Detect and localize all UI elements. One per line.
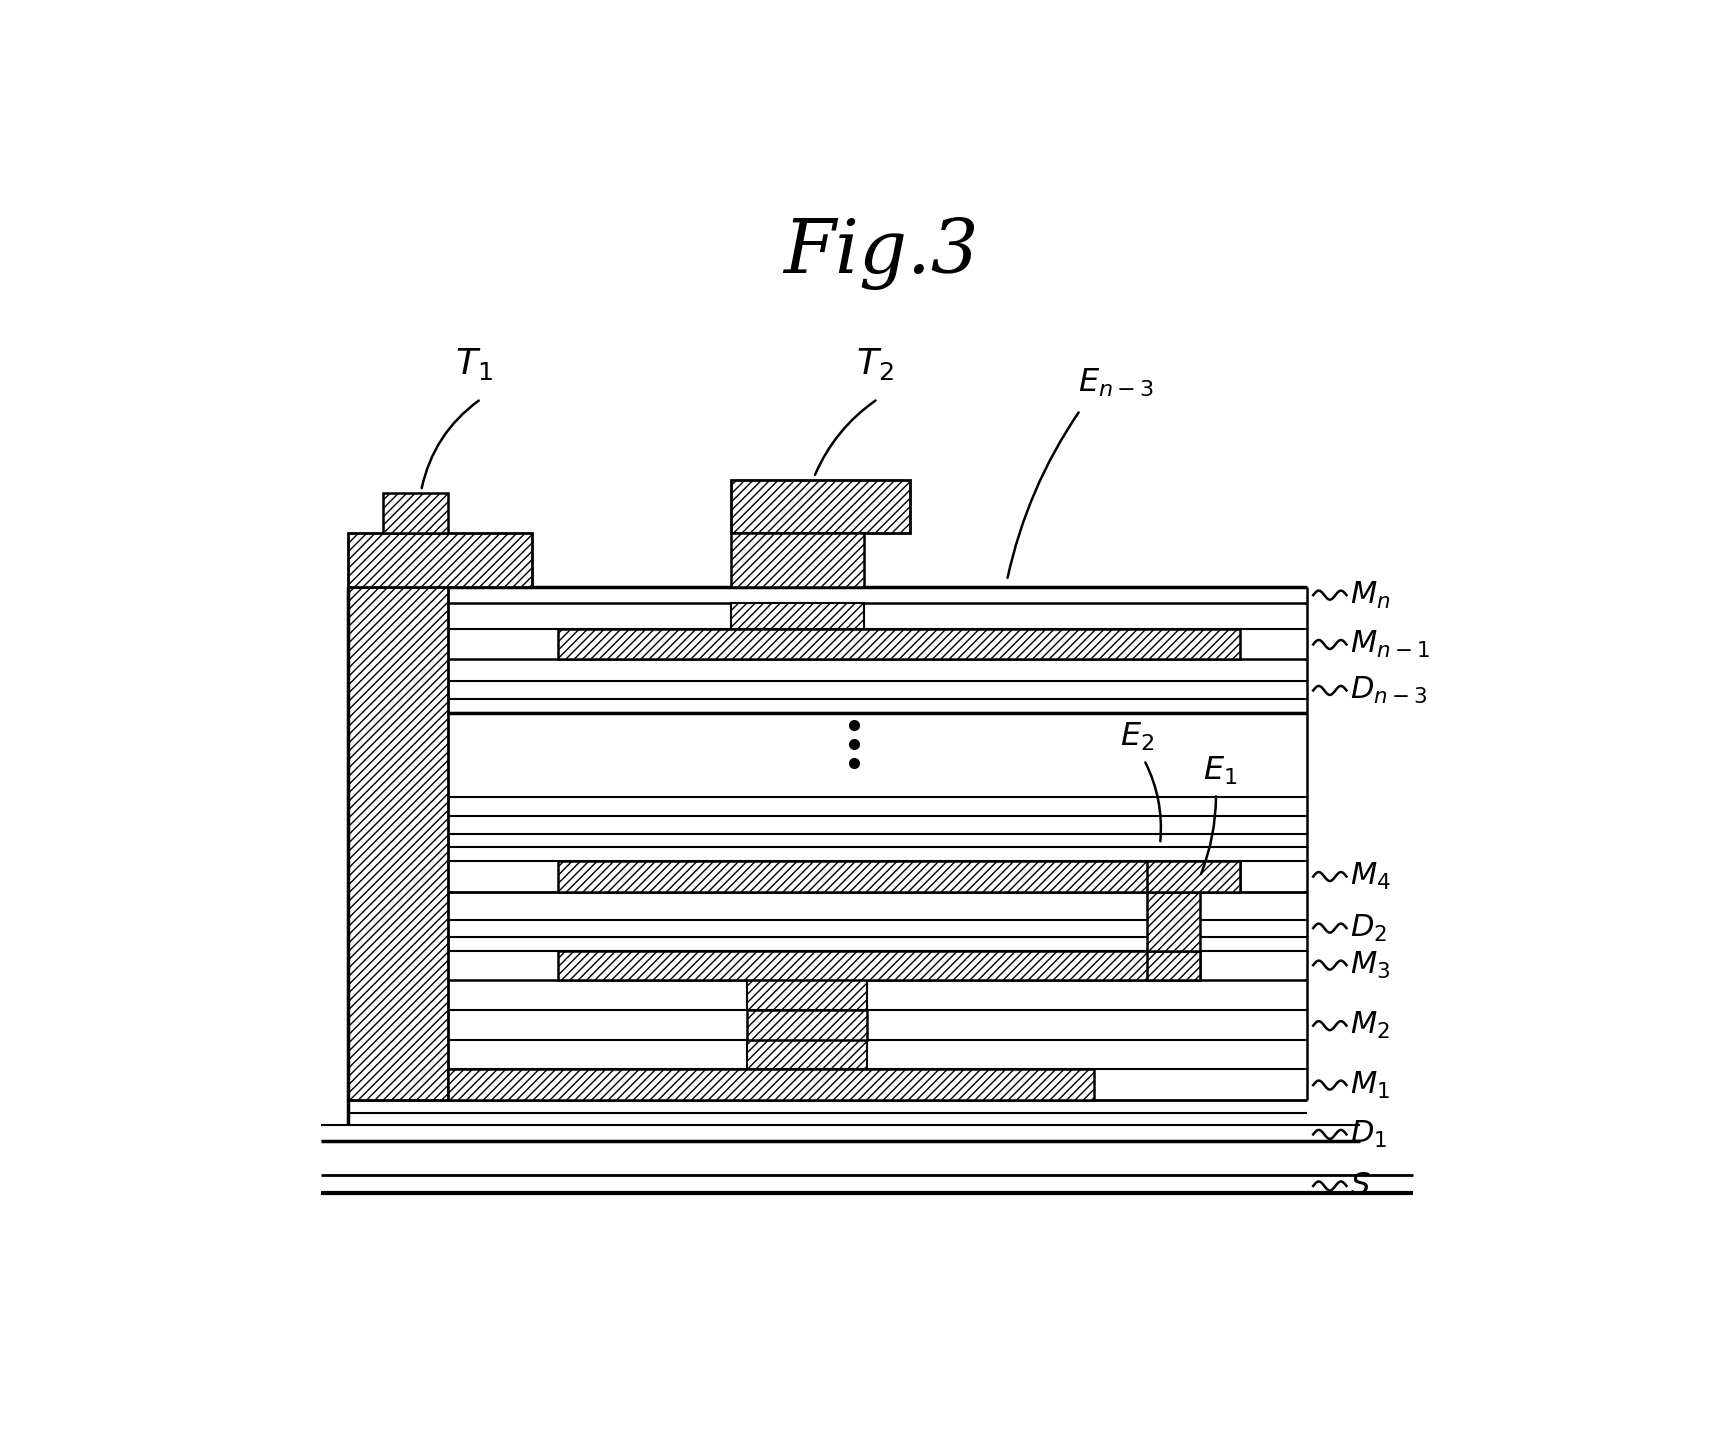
- Bar: [732, 603, 864, 629]
- Bar: [558, 629, 1240, 660]
- Bar: [383, 494, 448, 533]
- Bar: [1146, 893, 1199, 951]
- Bar: [347, 533, 531, 587]
- Bar: [1146, 860, 1240, 893]
- Bar: [448, 1069, 1094, 1099]
- Bar: [747, 1010, 868, 1040]
- Bar: [558, 860, 1240, 893]
- Text: $E_1$: $E_1$: [1203, 754, 1237, 786]
- Text: $M_{n-1}$: $M_{n-1}$: [1350, 629, 1429, 660]
- Text: $D_1$: $D_1$: [1350, 1118, 1388, 1150]
- Text: $M_n$: $M_n$: [1350, 579, 1392, 610]
- Text: $T_2$: $T_2$: [856, 347, 893, 381]
- Text: $M_1$: $M_1$: [1350, 1070, 1390, 1101]
- Bar: [558, 951, 1199, 980]
- Text: $E_{n-3}$: $E_{n-3}$: [1077, 367, 1154, 399]
- Bar: [747, 980, 868, 1010]
- Text: Fig.3: Fig.3: [783, 217, 978, 290]
- Text: $M_4$: $M_4$: [1350, 860, 1392, 893]
- Text: $E_2$: $E_2$: [1120, 721, 1154, 753]
- Bar: [732, 479, 911, 533]
- Bar: [347, 587, 448, 1099]
- Bar: [1146, 951, 1199, 980]
- Text: $S$: $S$: [1350, 1172, 1371, 1200]
- Bar: [747, 1040, 868, 1069]
- Text: $D_{n-3}$: $D_{n-3}$: [1350, 676, 1428, 706]
- Text: $T_1$: $T_1$: [455, 347, 493, 381]
- Text: $M_2$: $M_2$: [1350, 1010, 1390, 1041]
- Text: $D_2$: $D_2$: [1350, 913, 1388, 943]
- Text: $M_3$: $M_3$: [1350, 949, 1390, 981]
- Bar: [732, 533, 864, 587]
